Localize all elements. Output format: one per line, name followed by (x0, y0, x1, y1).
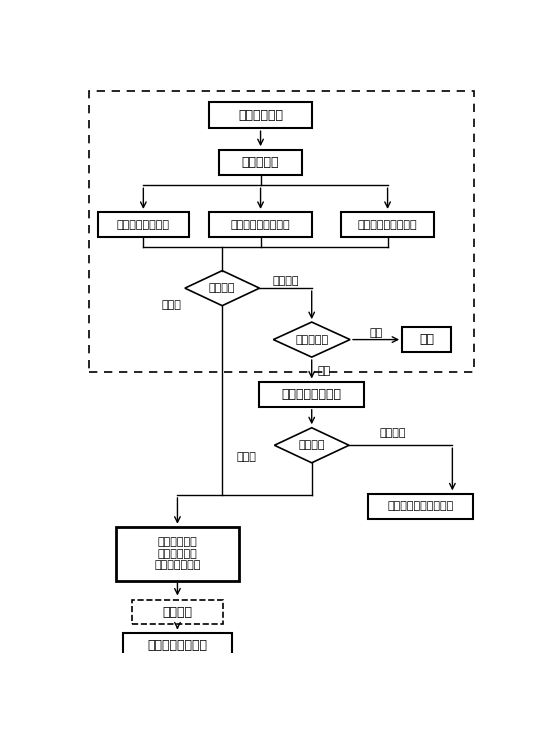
Bar (260, 382, 364, 407)
Text: 環境基準: 環境基準 (299, 440, 325, 450)
Polygon shape (274, 428, 349, 463)
Bar (97, 212, 189, 237)
Text: 環境基準: 環境基準 (209, 283, 235, 293)
Bar (116, 527, 239, 581)
Bar (123, 633, 232, 658)
Bar (368, 494, 472, 519)
Bar (340, 212, 434, 237)
Bar (210, 212, 312, 237)
Text: 資料等調査: 資料等調査 (242, 156, 279, 169)
Bar (89, 91, 474, 372)
Text: 調査指標値: 調査指標値 (295, 335, 328, 344)
Text: 超える: 超える (236, 451, 256, 462)
Text: 終了: 終了 (419, 333, 435, 346)
Text: 一般環境把握調査: 一般環境把握調査 (117, 220, 170, 230)
Text: 未満: 未満 (369, 328, 382, 338)
Text: 調査指標確認調査: 調査指標確認調査 (282, 388, 342, 401)
Text: 以上: 以上 (317, 366, 331, 376)
Text: 継続モニタリング調査: 継続モニタリング調査 (387, 501, 454, 512)
Text: 超える: 超える (162, 299, 182, 310)
Polygon shape (185, 271, 260, 305)
Text: 対策実施: 対策実施 (162, 606, 192, 619)
Text: 範囲確定調査
平面範囲確定
深度範囲の確定: 範囲確定調査 平面範囲確定 深度範囲の確定 (154, 537, 201, 570)
Text: 対策効果確認調査: 対策効果確認調査 (147, 639, 207, 653)
Text: 超えない: 超えない (273, 277, 299, 286)
Text: 発生源周辺状況調査: 発生源周辺状況調査 (231, 220, 290, 230)
Bar (219, 150, 302, 175)
Bar (402, 327, 452, 352)
Bar (210, 102, 312, 128)
Text: 対象地状況把握調査: 対象地状況把握調査 (358, 220, 417, 230)
Polygon shape (273, 322, 350, 357)
Text: 地域概況調査: 地域概況調査 (238, 109, 283, 122)
Bar (131, 600, 223, 625)
Text: 超えない: 超えない (380, 428, 406, 438)
